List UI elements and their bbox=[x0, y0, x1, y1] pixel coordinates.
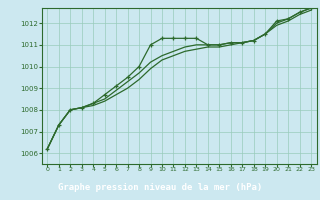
Text: Graphe pression niveau de la mer (hPa): Graphe pression niveau de la mer (hPa) bbox=[58, 182, 262, 192]
